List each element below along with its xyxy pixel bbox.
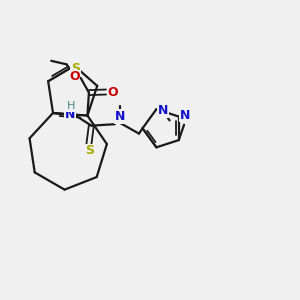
Text: N: N [158, 104, 168, 117]
Text: N: N [180, 109, 190, 122]
Text: O: O [69, 70, 80, 83]
Text: S: S [85, 145, 94, 158]
Text: S: S [71, 61, 80, 75]
Text: N: N [65, 108, 75, 121]
Text: H: H [67, 101, 75, 111]
Text: O: O [108, 85, 118, 98]
Text: N: N [115, 110, 125, 123]
